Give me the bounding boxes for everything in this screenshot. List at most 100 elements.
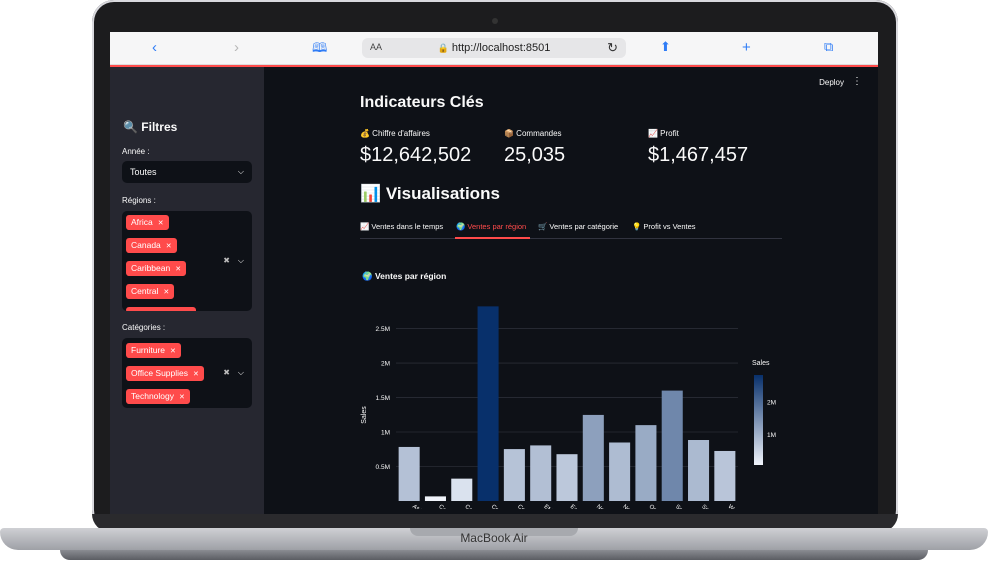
x-tick-label: South [674,504,690,509]
laptop-base [0,528,988,550]
year-select-value: Toutes [130,167,157,177]
screen: ‹ › 🕮 AA 🔒 http://localhost:8501 ↻ ⬆ + ⧉… [110,32,878,514]
bar[interactable] [714,450,736,501]
metric-label: 📈 Profit [648,129,679,138]
x-tick-label: Central Asia [516,504,545,509]
region-tag[interactable]: Africa ✕ [126,215,169,230]
tab-profit-vs-sales[interactable]: 💡 Profit vs Ventes [632,222,696,231]
remove-tag-icon[interactable]: ✕ [165,243,172,250]
tab-sales-over-time[interactable]: 📈 Ventes dans le temps [360,222,444,231]
colorbar-tick-label: 1M [767,432,776,439]
year-select[interactable]: Toutes ⌵ [122,161,252,183]
colorbar-tick-label: 2M [767,399,776,406]
metric-label: 💰 Chiffre d'affaires [360,129,430,138]
laptop-chin [92,514,898,532]
new-tab-icon[interactable]: + [742,39,751,56]
camera-icon [492,18,498,24]
bar[interactable] [424,496,446,501]
remove-tag-icon[interactable]: ✕ [163,289,170,296]
bar[interactable] [503,449,525,501]
region-tag[interactable]: Caribbean ✕ [126,261,187,276]
x-tick-label: Canada [437,504,457,509]
sales-by-region-chart: Sales Africa Canada CaribbeanCentral Centra… [361,306,776,509]
header-decoration [110,65,878,67]
text-size-button[interactable]: AA [370,42,383,52]
categories-multiselect[interactable]: Furniture ✕ Office Supplies ✕ Technology ✕ … [122,338,252,408]
x-tick-label: EMEA [542,504,559,509]
x-tick-label: Africa [411,504,427,509]
category-tag[interactable]: Technology ✕ [126,389,190,404]
remove-tag-icon[interactable]: ✕ [179,394,185,401]
colorbar [754,375,763,465]
y-tick-label: 2M [381,361,390,368]
year-label: Année : [122,147,150,156]
x-tick-label: West [727,504,741,509]
bar[interactable] [609,442,631,501]
metric-label: 📦 Commandes [504,129,562,138]
back-icon[interactable]: ‹ [152,39,157,56]
browser-toolbar: ‹ › 🕮 AA 🔒 http://localhost:8501 ↻ ⬆ + ⧉ [110,32,878,65]
x-tick-label: Central [490,504,509,509]
metric-value: 25,035 [504,144,566,166]
remove-tag-icon[interactable]: ✕ [175,266,182,273]
category-tag[interactable]: Office Supplies ✕ [126,366,204,381]
chevron-down-icon: ⌵ [237,368,244,377]
chevron-down-icon: ⌵ [237,167,244,176]
categories-label: Catégories : [122,323,166,332]
y-axis-label: Sales [361,406,368,424]
kpi-heading: Indicateurs Clés [360,94,484,111]
clear-all-icon[interactable]: ✖ [223,256,230,265]
active-tab-indicator [455,237,530,239]
remove-tag-icon[interactable]: ✕ [157,220,164,227]
bar[interactable] [530,445,552,501]
region-tag[interactable]: Canada ✕ [126,238,177,253]
bar[interactable] [635,425,657,501]
x-tick-label: East [569,504,582,509]
regions-multiselect[interactable]: Africa ✕ Canada ✕ Caribbean ✕ Central ✕ ✖ ⌵ [122,211,252,311]
chevron-down-icon: ⌵ [237,256,244,265]
sidebar: 🔍 Filtres Année : Toutes ⌵ Régions : Afr… [110,67,264,514]
forward-icon[interactable]: › [234,39,239,56]
lock-icon: 🔒 [437,43,449,53]
x-tick-label: Oceania [648,504,669,509]
visualisations-heading: 📊 Visualisations [360,184,500,203]
tab-sales-by-category[interactable]: 🛒 Ventes par catégorie [538,222,619,231]
chart-title: 🌍 Ventes par région [362,271,447,281]
share-icon[interactable]: ⬆ [660,39,671,54]
deploy-button[interactable]: Deploy [819,78,844,87]
y-tick-label: 2.5M [376,326,390,333]
category-tag[interactable]: Furniture ✕ [126,343,181,358]
laptop-base-bottom [60,550,928,560]
metric-value: $1,467,457 [648,144,749,166]
y-tick-label: 0.5M [376,464,390,471]
sidebar-title: 🔍 Filtres [123,120,178,134]
main-menu-icon[interactable]: ⋮ [852,76,862,87]
tabs-icon[interactable]: ⧉ [824,39,834,54]
x-tick-label: Caribbean [463,504,488,509]
bar[interactable] [661,390,683,501]
x-tick-label: North [595,504,610,509]
main-content: Deploy ⋮ Indicateurs Clés 💰 Chiffre d'af… [264,67,878,514]
regions-label: Régions : [122,196,156,205]
x-tick-label: North Asia [621,504,647,509]
laptop-notch [410,528,578,536]
bar[interactable] [398,446,420,501]
device-brand: MacBook Air [460,531,528,545]
y-tick-label: 1.5M [376,395,390,402]
clear-all-icon[interactable]: ✖ [223,368,230,377]
bar[interactable] [556,454,578,501]
tab-sales-by-region[interactable]: 🌍 Ventes par région [456,222,527,231]
remove-tag-icon[interactable]: ✕ [170,348,176,355]
metric-value: $12,642,502 [360,144,472,166]
url-text: http://localhost:8501 [451,42,551,54]
reload-icon[interactable]: ↻ [607,40,618,55]
address-bar[interactable]: AA 🔒 http://localhost:8501 ↻ [362,38,626,58]
bar[interactable] [688,440,710,501]
bar[interactable] [477,306,499,501]
bar[interactable] [582,414,604,501]
bookmarks-icon[interactable]: 🕮 [312,40,328,55]
region-tag[interactable]: Central ✕ [126,284,175,299]
bar[interactable] [451,478,473,501]
remove-tag-icon[interactable]: ✕ [193,371,199,378]
region-tag-overflow [126,307,196,311]
